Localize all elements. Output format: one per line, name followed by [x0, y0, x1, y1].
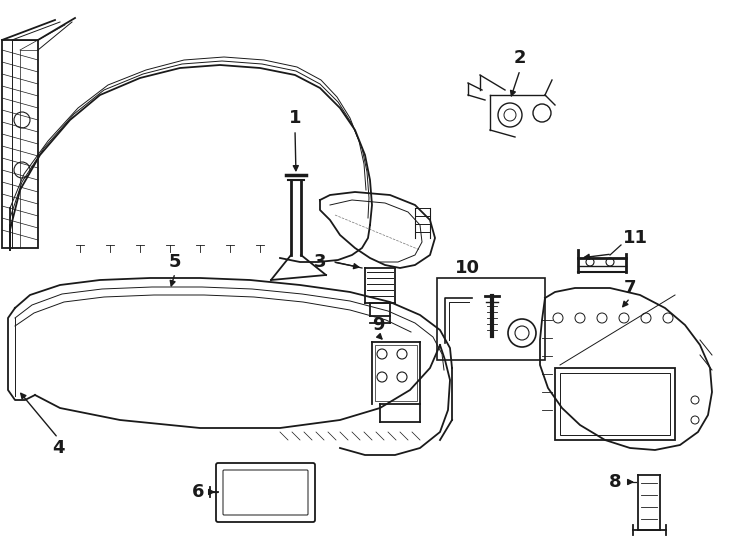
Text: 7: 7 — [624, 279, 636, 297]
Text: 5: 5 — [169, 253, 181, 271]
Text: 8: 8 — [608, 473, 621, 491]
Bar — [555, 368, 675, 440]
Text: 6: 6 — [192, 483, 204, 501]
Text: 3: 3 — [313, 253, 326, 271]
Text: 10: 10 — [454, 259, 479, 277]
Text: 11: 11 — [622, 229, 647, 247]
Bar — [437, 278, 545, 360]
Bar — [560, 373, 670, 435]
Text: 4: 4 — [52, 439, 65, 457]
Text: 9: 9 — [371, 316, 385, 334]
FancyBboxPatch shape — [216, 463, 315, 522]
Bar — [375, 345, 417, 401]
Text: 2: 2 — [514, 49, 526, 67]
Text: 1: 1 — [288, 109, 301, 127]
